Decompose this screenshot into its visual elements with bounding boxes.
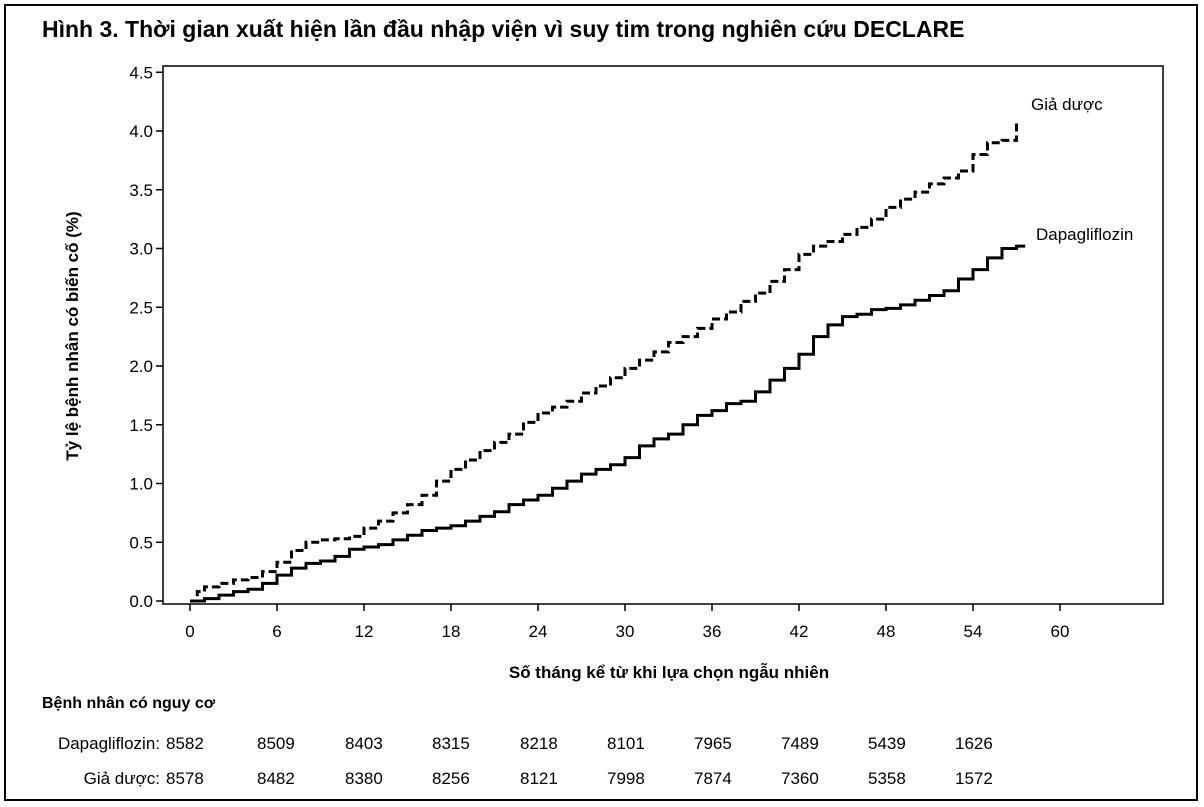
risk-cell: 7965 <box>694 734 732 753</box>
risk-cell: 8578 <box>166 769 204 788</box>
y-tick-label: 2.5 <box>129 298 153 317</box>
x-tick-label: 12 <box>355 622 374 641</box>
risk-cell: 8256 <box>432 769 470 788</box>
risk-cell: 7874 <box>694 769 732 788</box>
risk-cell: 5358 <box>868 769 906 788</box>
y-tick-label: 0.0 <box>129 592 153 611</box>
risk-cell: 8380 <box>345 769 383 788</box>
risk-table-heading: Bệnh nhân có nguy cơ <box>42 695 216 712</box>
figure-frame <box>4 4 1198 801</box>
x-tick-label: 54 <box>964 622 983 641</box>
y-tick-label: 4.5 <box>129 63 153 82</box>
x-tick-label: 60 <box>1051 622 1070 641</box>
y-tick-label: 0.5 <box>129 533 153 552</box>
risk-cell: 7360 <box>781 769 819 788</box>
x-tick-label: 30 <box>616 622 635 641</box>
km-chart: 0.0 0.5 1.0 1.5 2.0 2.5 3.0 3.5 4.0 4.5 0 6 12 18 24 30… <box>63 63 1164 682</box>
x-tick-label: 48 <box>877 622 896 641</box>
y-axis-label: Tỷ lệ bệnh nhân có biến cố (%) <box>63 211 82 460</box>
risk-cell: 8315 <box>432 734 470 753</box>
series-line-placebo <box>190 121 1018 603</box>
risk-cell: 8403 <box>345 734 383 753</box>
y-tick-label: 1.5 <box>129 416 153 435</box>
risk-cell: 1626 <box>955 734 993 753</box>
risk-cell: 7998 <box>607 769 645 788</box>
series-line-dapagliflozin <box>190 244 1026 603</box>
risk-row-label: Dapagliflozin: <box>57 734 160 753</box>
x-tick-label: 0 <box>185 622 194 641</box>
x-tick-label: 24 <box>529 622 548 641</box>
y-tick-label: 4.0 <box>129 122 153 141</box>
risk-cell: 8218 <box>520 734 558 753</box>
risk-cell: 8101 <box>607 734 645 753</box>
y-tick-label: 3.0 <box>129 240 153 259</box>
series-label-dapagliflozin: Dapagliflozin <box>1036 225 1133 244</box>
x-tick-label: 18 <box>442 622 461 641</box>
x-axis-label: Số tháng kể từ khi lựa chọn ngẫu nhiên <box>509 663 829 682</box>
risk-cell: 7489 <box>781 734 819 753</box>
risk-cell: 1572 <box>955 769 993 788</box>
x-tick-label: 36 <box>703 622 722 641</box>
y-tick-label: 3.5 <box>129 181 153 200</box>
risk-cell: 8509 <box>257 734 295 753</box>
series-label-placebo: Giả dược <box>1031 95 1103 114</box>
y-tick-label: 2.0 <box>129 357 153 376</box>
risk-cell: 8582 <box>166 734 204 753</box>
x-tick-label: 42 <box>790 622 809 641</box>
x-tick-label: 6 <box>272 622 281 641</box>
chart-axes: 0.0 0.5 1.0 1.5 2.0 2.5 3.0 3.5 4.0 4.5 0 6 12 18 24 30… <box>129 63 1164 641</box>
y-tick-label: 1.0 <box>129 475 153 494</box>
figure-title: Hình 3. Thời gian xuất hiện lần đầu nhập… <box>42 16 965 42</box>
risk-cell: 8121 <box>520 769 558 788</box>
chart-series <box>190 121 1026 603</box>
plot-frame <box>162 65 1164 605</box>
risk-cell: 8482 <box>257 769 295 788</box>
risk-cell: 5439 <box>868 734 906 753</box>
risk-row-label: Giả dược: <box>83 769 160 788</box>
